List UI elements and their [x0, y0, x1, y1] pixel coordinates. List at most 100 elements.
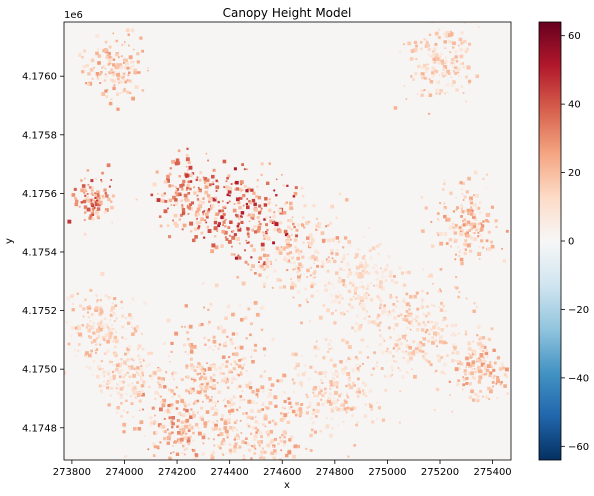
heatmap-cell-885 — [283, 256, 287, 259]
heatmap-cell-520 — [196, 399, 200, 403]
heatmap-cell-2111 — [450, 83, 454, 87]
heatmap-cell-306 — [186, 186, 189, 190]
heatmap-cell-1000 — [329, 221, 333, 225]
heatmap-cell-1127 — [213, 387, 217, 390]
heatmap-cell-53 — [273, 189, 276, 192]
heatmap-cell-1191 — [233, 360, 237, 364]
heatmap-cell-2221 — [454, 66, 458, 70]
heatmap-cell-557 — [183, 435, 188, 440]
heatmap-cell-1243 — [208, 320, 211, 324]
heatmap-cell-2084 — [432, 47, 437, 52]
heatmap-cell-1800 — [480, 239, 483, 243]
heatmap-cell-2177 — [403, 85, 406, 87]
heatmap-cell-1950 — [492, 368, 496, 372]
heatmap-cell-2178 — [458, 44, 460, 47]
heatmap-cell-2673 — [118, 362, 123, 367]
heatmap-cell-921 — [289, 244, 292, 247]
heatmap-cell-1554 — [367, 320, 372, 324]
y-offset-label: 1e6 — [64, 10, 83, 21]
heatmap-cell-140 — [220, 215, 224, 219]
heatmap-cell-1722 — [425, 328, 429, 332]
heatmap-cell-2617 — [167, 355, 170, 358]
heatmap-cell-82 — [235, 180, 239, 185]
heatmap-cell-13 — [227, 189, 232, 194]
heatmap-cell-918 — [289, 219, 293, 223]
heatmap-cell-2900 — [333, 299, 338, 304]
heatmap-cell-2688 — [120, 415, 123, 418]
heatmap-cell-1315 — [347, 356, 351, 361]
heatmap-cell-563 — [213, 460, 217, 464]
heatmap-cell-1591 — [413, 294, 417, 299]
heatmap-cell-2263 — [250, 416, 254, 420]
heatmap-cell-1447 — [376, 401, 378, 404]
heatmap-cell-725 — [120, 75, 123, 78]
heatmap-cell-1693 — [399, 341, 404, 346]
heatmap-cell-2264 — [290, 405, 293, 408]
heatmap-cell-1469 — [318, 391, 322, 395]
heatmap-cell-1972 — [477, 369, 482, 374]
heatmap-cell-1278 — [174, 331, 179, 336]
heatmap-cell-1595 — [404, 334, 407, 337]
heatmap-cell-1878 — [436, 212, 440, 215]
heatmap-cell-1929 — [500, 381, 503, 384]
heatmap-cell-1141 — [231, 376, 235, 381]
heatmap-cell-1717 — [388, 270, 393, 275]
heatmap-cell-19 — [248, 200, 251, 203]
heatmap-cell-450 — [101, 171, 104, 175]
heatmap-cell-1050 — [181, 325, 183, 328]
heatmap-cell-1301 — [324, 375, 327, 378]
heatmap-cell-645 — [217, 444, 221, 449]
heatmap-cell-1041 — [314, 276, 316, 279]
heatmap-cell-2664 — [133, 367, 136, 370]
heatmap-cell-1914 — [489, 363, 493, 367]
heatmap-cell-453 — [74, 202, 78, 207]
heatmap-cell-1560 — [490, 327, 494, 331]
heatmap-cell-729 — [112, 73, 116, 77]
heatmap-cell-1129 — [241, 390, 244, 393]
heatmap-cell-597 — [202, 400, 204, 403]
heatmap-cell-1634 — [443, 373, 446, 375]
heatmap-cell-2610 — [122, 375, 126, 379]
heatmap-cell-1910 — [487, 230, 491, 234]
heatmap-cell-916 — [318, 222, 322, 226]
heatmap-cell-1576 — [393, 275, 396, 278]
heatmap-cell-1247 — [234, 442, 238, 446]
heatmap-cell-676 — [201, 435, 206, 440]
heatmap-cell-2010 — [478, 375, 483, 380]
heatmap-cell-25 — [240, 220, 244, 224]
heatmap-cell-2145 — [436, 53, 439, 55]
heatmap-cell-262 — [203, 177, 208, 181]
heatmap-cell-2441 — [238, 445, 242, 449]
heatmap-cell-230 — [174, 186, 177, 188]
heatmap-cell-955 — [287, 225, 291, 229]
heatmap-cell-1455 — [308, 405, 311, 408]
heatmap-cell-169 — [251, 264, 255, 268]
heatmap-cell-2169 — [439, 89, 443, 93]
heatmap-cell-1876 — [461, 207, 463, 210]
heatmap-cell-1224 — [184, 350, 187, 354]
heatmap-cell-2685 — [143, 359, 145, 362]
heatmap-cell-2350 — [266, 443, 271, 448]
heatmap-cell-752 — [110, 62, 113, 65]
heatmap-cell-1606 — [453, 333, 457, 337]
heatmap-cell-97 — [239, 180, 244, 184]
heatmap-cell-1588 — [451, 359, 455, 363]
heatmap-cell-719 — [147, 69, 149, 72]
heatmap-cell-696 — [121, 76, 125, 80]
heatmap-cell-2483 — [111, 361, 113, 363]
heatmap-cell-1808 — [424, 206, 428, 210]
heatmap-cell-32 — [238, 242, 241, 245]
heatmap-cell-1819 — [421, 229, 425, 233]
heatmap-cell-1117 — [221, 414, 225, 418]
heatmap-cell-295 — [176, 187, 180, 191]
heatmap-cell-1070 — [226, 335, 229, 338]
heatmap-cell-18 — [279, 210, 284, 215]
heatmap-cell-1465 — [361, 389, 365, 392]
heatmap-cell-150 — [263, 237, 266, 240]
heatmap-cell-837 — [256, 216, 260, 220]
heatmap-cell-738 — [110, 78, 114, 82]
heatmap-cell-1055 — [240, 358, 243, 361]
heatmap-cell-2858 — [368, 272, 370, 274]
heatmap-cell-2488 — [106, 339, 110, 344]
heatmap-cell-554 — [153, 445, 157, 449]
